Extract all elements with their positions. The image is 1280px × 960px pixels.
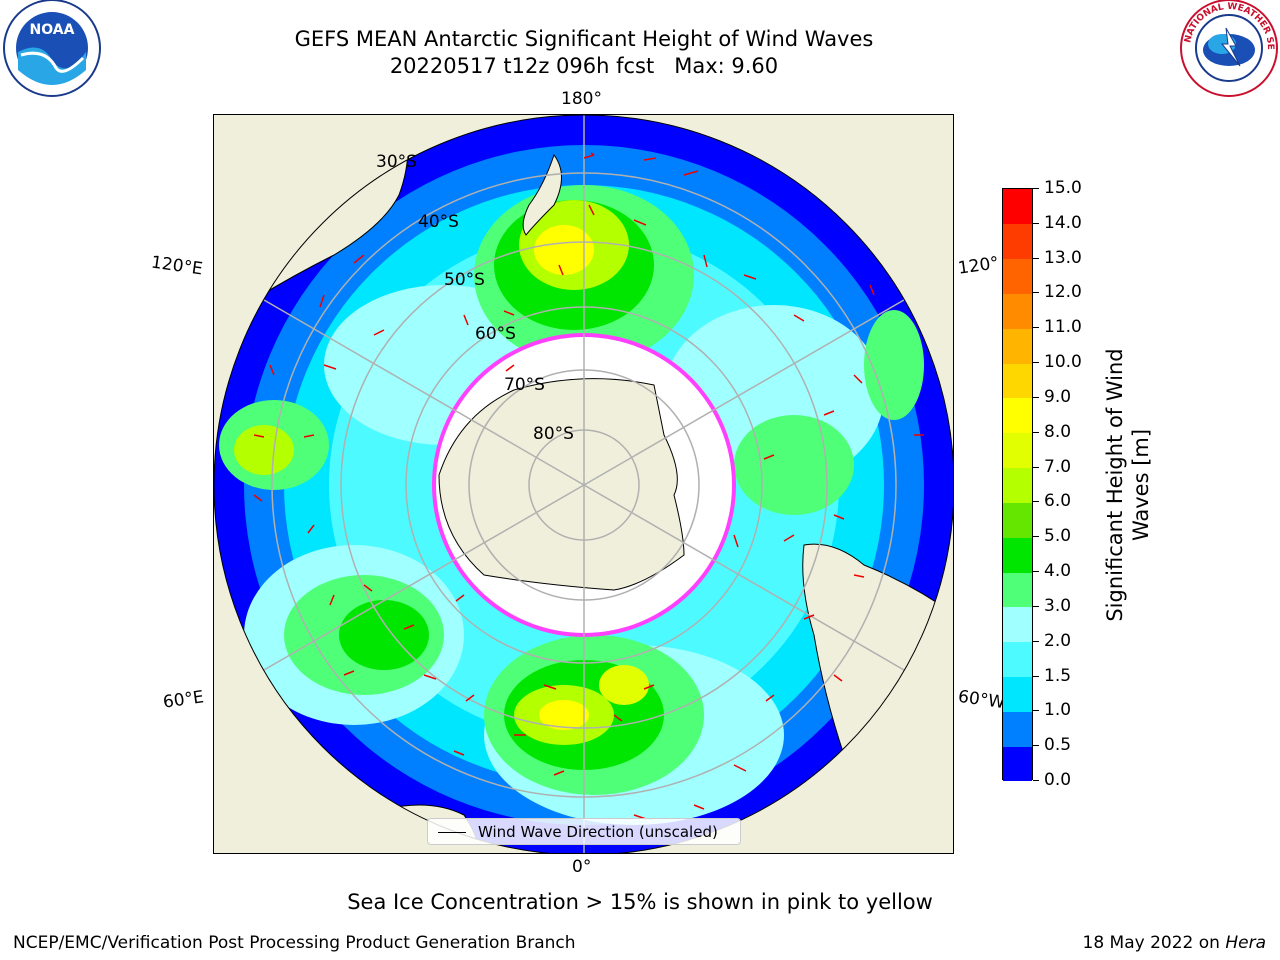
lat-label-80s: 80°S	[533, 424, 574, 444]
footer-host: Hera	[1225, 933, 1266, 953]
colorbar-segment	[1003, 223, 1032, 260]
colorbar-segment	[1003, 746, 1032, 782]
colorbar-segment	[1003, 363, 1032, 399]
colorbar-title-line2: Waves [m]	[1129, 428, 1153, 542]
colorbar-segment	[1003, 467, 1032, 503]
polar-map	[214, 115, 953, 853]
colorbar-tick	[1033, 466, 1039, 468]
noaa-logo: NOAA	[3, 0, 101, 97]
colorbar-segment	[1003, 711, 1032, 747]
lat-label-40s: 40°S	[418, 212, 459, 232]
colorbar-segment	[1003, 641, 1032, 678]
lon-label-120w: 120°	[956, 253, 1001, 279]
lon-label-120e: 120°E	[149, 252, 204, 280]
colorbar-tick	[1033, 222, 1039, 224]
colorbar-tick-label: 0.0	[1044, 770, 1072, 790]
colorbar-tick	[1033, 292, 1039, 294]
lat-label-30s: 30°S	[376, 152, 417, 172]
nws-logo: NATIONAL WEATHER SERVICE	[1178, 0, 1278, 97]
lat-label-60s: 60°S	[475, 324, 516, 344]
colorbar-tick-label: 3.0	[1044, 595, 1072, 616]
colorbar-segment	[1003, 502, 1032, 538]
colorbar-tick-label: 0.5	[1044, 735, 1072, 756]
colorbar-tick	[1033, 257, 1039, 259]
footer-date: 18 May 2022 on Hera	[1083, 933, 1267, 953]
colorbar-tick-label: 14.0	[1044, 212, 1082, 233]
colorbar-tick-label: 12.0	[1044, 282, 1082, 303]
colorbar-tick	[1033, 675, 1039, 677]
colorbar-tick-label: 15.0	[1044, 178, 1082, 198]
colorbar-tick	[1033, 571, 1039, 573]
colorbar-tick	[1033, 362, 1039, 364]
colorbar-tick	[1033, 780, 1039, 781]
colorbar-tick-label: 8.0	[1044, 421, 1072, 442]
colorbar-segment	[1003, 328, 1032, 364]
colorbar-segment	[1003, 537, 1032, 573]
colorbar-tick-label: 4.0	[1044, 561, 1072, 582]
colorbar-tick	[1033, 605, 1039, 607]
colorbar-tick-label: 6.0	[1044, 491, 1072, 512]
colorbar-tick-label: 1.5	[1044, 665, 1072, 686]
lat-label-50s: 50°S	[444, 270, 485, 290]
colorbar-tick	[1033, 745, 1039, 747]
colorbar-tick	[1033, 710, 1039, 712]
colorbar-tick	[1033, 396, 1039, 398]
colorbar-segment	[1003, 258, 1032, 294]
footer-date-text: 18 May 2022 on	[1082, 933, 1226, 953]
colorbar-tick-label: 7.0	[1044, 456, 1072, 477]
footer-credit: NCEP/EMC/Verification Post Processing Pr…	[13, 933, 576, 953]
colorbar-tick	[1033, 536, 1039, 538]
colorbar-tick-label: 13.0	[1044, 247, 1082, 268]
colorbar-tick	[1033, 640, 1039, 642]
map-panel	[213, 114, 954, 854]
lat-label-70s: 70°S	[504, 375, 545, 395]
colorbar-segment	[1003, 572, 1032, 608]
colorbar-title-line1: Significant Height of Wind	[1103, 348, 1127, 622]
map-title: GEFS MEAN Antarctic Significant Height o…	[294, 27, 874, 51]
colorbar-tick-label: 5.0	[1044, 526, 1072, 547]
sea-ice-note: Sea Ice Concentration > 15% is shown in …	[347, 890, 933, 914]
map-legend: Wind Wave Direction (unscaled)	[427, 818, 741, 845]
lon-label-180: 180°	[561, 89, 602, 109]
legend-label: Wind Wave Direction (unscaled)	[478, 823, 718, 841]
lon-label-0: 0°	[572, 857, 592, 877]
colorbar-tick-label: 10.0	[1044, 352, 1082, 373]
colorbar-tick	[1033, 327, 1039, 329]
svg-text:NOAA: NOAA	[30, 22, 75, 38]
colorbar-segment	[1003, 293, 1032, 329]
colorbar-tick	[1033, 188, 1039, 189]
lon-label-60e: 60°E	[161, 687, 206, 713]
colorbar-tick-label: 9.0	[1044, 386, 1072, 407]
colorbar-tick-label: 2.0	[1044, 630, 1072, 651]
colorbar-title: Significant Height of Wind Waves [m]	[1102, 348, 1154, 621]
colorbar-segment	[1003, 189, 1032, 225]
colorbar-segment	[1003, 606, 1032, 643]
map-subtitle: 20220517 t12z 096h fcst Max: 9.60	[389, 54, 779, 78]
colorbar-segment	[1003, 397, 1032, 434]
colorbar-segment	[1003, 432, 1032, 469]
colorbar-tick-label: 11.0	[1044, 317, 1082, 338]
colorbar-tick	[1033, 431, 1039, 433]
colorbar-segment	[1003, 676, 1032, 712]
colorbar-tick	[1033, 501, 1039, 503]
colorbar-tick-label: 1.0	[1044, 700, 1072, 721]
legend-line-swatch	[438, 832, 466, 833]
colorbar	[1002, 188, 1033, 782]
lon-label-60w: 60°W	[956, 686, 1007, 714]
